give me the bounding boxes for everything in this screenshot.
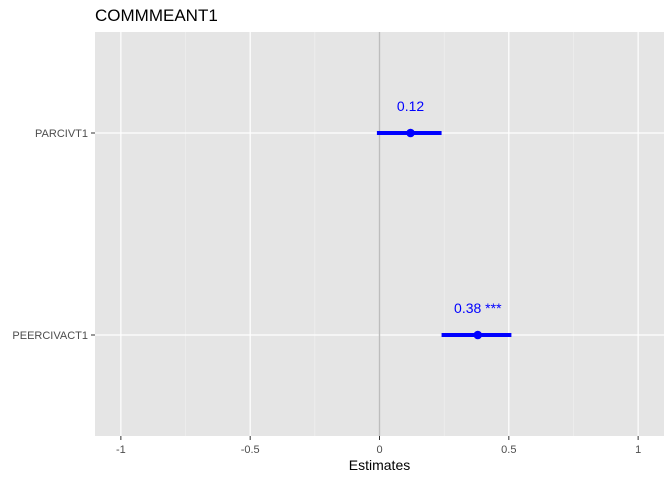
- x-tick-label: 1: [635, 444, 641, 456]
- estimate-point: [406, 128, 415, 138]
- estimate-marks: 0.12 0.38 ***: [376, 98, 512, 340]
- estimate-point: [473, 330, 483, 340]
- y-tick-label: PARCIVT1: [35, 128, 88, 140]
- estimate-label: 0.38 ***: [454, 300, 502, 316]
- x-tick-label: -1: [116, 444, 126, 456]
- grid-minor: [185, 32, 574, 436]
- chart-title: COMMMEANT1: [95, 6, 218, 25]
- y-axis-ticks: PARCIVT1 PEERCIVACT1: [12, 128, 95, 342]
- x-axis-title: Estimates: [349, 457, 410, 473]
- x-tick-label: 0.5: [501, 444, 516, 456]
- x-tick-label: 0: [376, 444, 382, 456]
- estimate-label: 0.12: [397, 98, 424, 114]
- x-axis-ticks: -1 -0.5 0 0.5 1: [116, 436, 641, 456]
- y-tick-label: PEERCIVACT1: [12, 330, 88, 342]
- x-tick-label: -0.5: [241, 444, 260, 456]
